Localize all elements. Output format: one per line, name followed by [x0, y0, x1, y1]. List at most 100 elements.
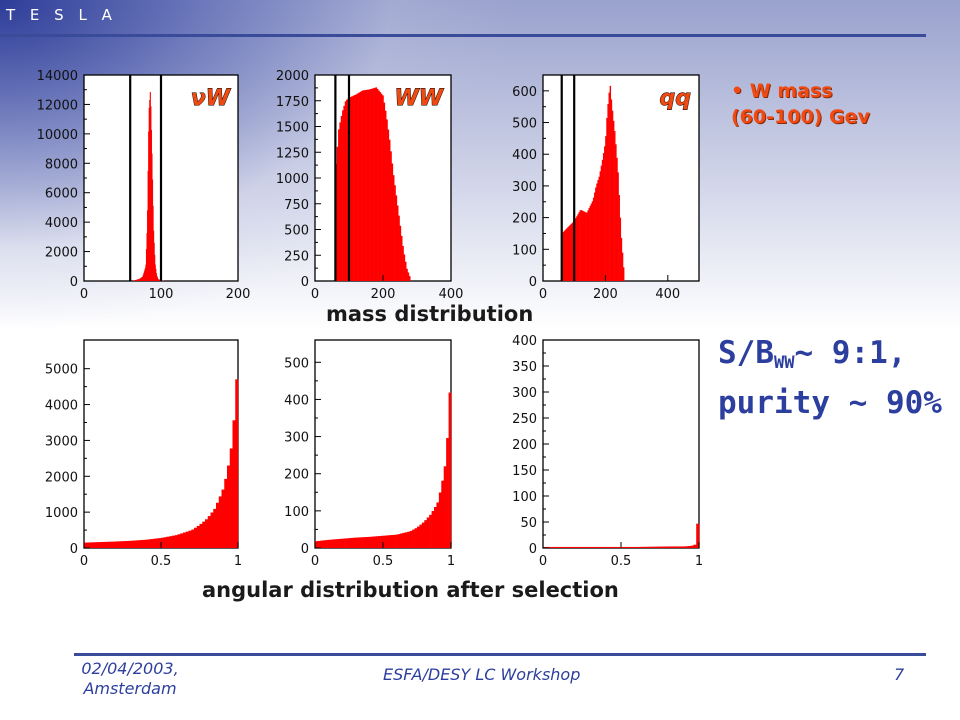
histogram-bar: [344, 101, 347, 281]
histogram-bar: [352, 95, 355, 281]
x-tick-label: 100: [149, 287, 174, 302]
histogram-bar: [404, 532, 408, 548]
histogram-bar: [646, 546, 650, 548]
y-tick-label: 0: [70, 275, 78, 290]
y-tick-label: 0: [70, 542, 78, 557]
histogram-bar: [426, 517, 430, 548]
histogram-bar: [654, 546, 658, 548]
histogram-bar: [392, 534, 396, 548]
y-tick-label: 6000: [45, 187, 78, 202]
histogram-bar: [399, 225, 402, 281]
histogram-bar: [634, 546, 639, 548]
histogram-bar: [400, 533, 403, 548]
histogram-bar: [584, 546, 588, 548]
histogram-bar: [344, 538, 347, 548]
histogram-bar: [356, 537, 360, 548]
histogram-bar: [580, 210, 583, 281]
histogram-bar: [604, 146, 606, 281]
histogram-bar: [623, 267, 625, 281]
histogram-bar: [202, 521, 206, 548]
histogram-bar: [86, 542, 90, 548]
y-tick-label: 8000: [45, 157, 78, 172]
histogram-bar: [551, 546, 555, 548]
histogram-bar: [609, 85, 612, 281]
angular-distribution-caption: angular distribution after selection: [202, 578, 619, 602]
histogram-bar: [601, 159, 604, 281]
histogram-bar: [368, 89, 371, 281]
histogram-bar: [354, 95, 356, 281]
histogram-bar: [161, 537, 165, 548]
histogram-bar: [592, 197, 595, 281]
histogram-bar: [343, 105, 346, 281]
histogram-bar: [84, 542, 88, 548]
histogram-bar: [383, 535, 386, 548]
histogram-bar: [340, 115, 343, 281]
signal-background-result: S/BWW~ 9:1, purity ~ 90%: [718, 333, 942, 423]
histogram-bar: [612, 546, 616, 548]
histogram-bar: [397, 534, 401, 548]
histogram-bar: [356, 93, 359, 281]
y-tick-label: 0: [301, 542, 309, 557]
histogram-bar: [229, 448, 233, 548]
channel-label: qq: [660, 86, 692, 111]
histogram-bar: [559, 546, 563, 548]
histogram-bar: [360, 91, 363, 281]
histogram-bar: [619, 217, 622, 281]
histogram-bar: [353, 537, 357, 548]
histogram-bar: [95, 542, 99, 548]
y-tick-label: 150: [512, 464, 537, 479]
histogram-bar: [676, 546, 680, 548]
w-mass-label: W mass: [749, 80, 833, 102]
histogram-bar: [407, 272, 410, 281]
histogram-bar: [338, 129, 340, 281]
histogram-bar: [391, 163, 394, 281]
histogram-bar: [370, 88, 372, 281]
sb-subscript: WW: [774, 353, 795, 373]
plot-frame: [314, 339, 452, 549]
footer-date-place: 02/04/2003, Amsterdam: [40, 659, 220, 699]
histogram-bar: [591, 201, 594, 281]
histogram-bar: [402, 245, 404, 281]
histogram-bar: [174, 535, 178, 548]
histogram-bar: [556, 546, 561, 548]
y-tick-label: 0: [529, 275, 537, 290]
y-tick-label: 350: [512, 360, 537, 375]
histogram-bar: [617, 172, 619, 281]
histogram-bar: [163, 537, 167, 548]
histogram-bar: [150, 539, 154, 548]
histogram-bar: [350, 96, 352, 281]
footer-page-number: 7: [894, 665, 905, 684]
histogram-bar: [322, 540, 326, 548]
histogram-bar: [205, 519, 209, 548]
histogram-bar: [218, 496, 222, 548]
histogram-bar: [637, 546, 641, 548]
histogram-bar: [563, 230, 566, 281]
histogram-bar: [598, 546, 602, 548]
x-tick-label: 0.5: [611, 554, 632, 569]
histogram-bar: [324, 540, 328, 548]
histogram-bar: [349, 538, 352, 548]
x-tick-label: 0: [311, 554, 319, 569]
histogram-bar: [605, 136, 607, 281]
histogram-bar: [346, 99, 348, 282]
histogram-bar: [378, 90, 380, 281]
y-tick-label: 750: [284, 198, 309, 213]
y-tick-label: 2000: [45, 470, 78, 485]
histogram-bar: [595, 187, 597, 281]
histogram-bar: [361, 537, 364, 548]
histogram-bar: [434, 507, 437, 548]
footer-date: 02/04/2003,: [81, 659, 179, 678]
histogram-bar: [562, 546, 566, 548]
histogram-bar: [582, 546, 586, 548]
histogram-bar: [594, 192, 596, 281]
histogram-bar: [375, 536, 379, 548]
histogram-bar: [406, 268, 408, 281]
histogram-bar: [97, 542, 101, 548]
histogram-bar: [177, 534, 181, 548]
histogram-bar: [436, 502, 440, 548]
histogram-bar: [648, 546, 652, 548]
histogram-bar: [568, 226, 570, 281]
x-tick-label: 200: [593, 287, 618, 302]
y-tick-label: 12000: [37, 98, 78, 113]
histogram-bar: [363, 537, 367, 548]
